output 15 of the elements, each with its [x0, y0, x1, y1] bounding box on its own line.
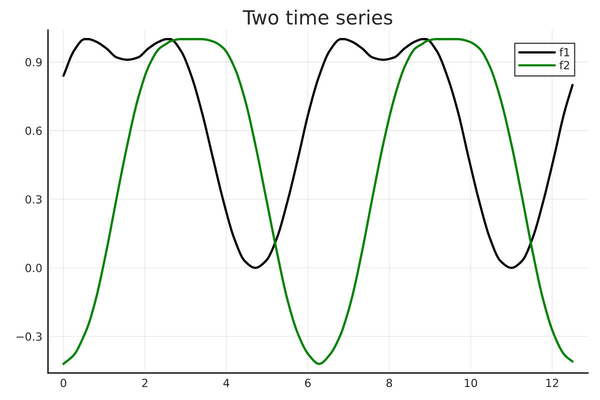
legend-label: f1 — [559, 48, 570, 56]
x-tick-label: 8 — [386, 378, 392, 388]
legend-label: f2 — [559, 60, 570, 70]
y-tick-label: 0.9 — [26, 58, 42, 66]
y-tick-label: 0.0 — [26, 264, 42, 272]
y-tick-label: 0.3 — [26, 195, 42, 204]
x-tick-label: 0 — [60, 378, 66, 388]
x-tick-label: 6 — [305, 378, 311, 388]
x-tick-label: 10 — [464, 378, 478, 388]
y-tick-label: −0.3 — [16, 332, 42, 341]
chart-title: Two time series — [242, 10, 392, 25]
x-tick-label: 2 — [142, 378, 148, 387]
x-tick-label: 12 — [546, 378, 558, 387]
y-tick-label: 0.6 — [26, 126, 42, 135]
x-tick-label: 4 — [223, 378, 230, 387]
